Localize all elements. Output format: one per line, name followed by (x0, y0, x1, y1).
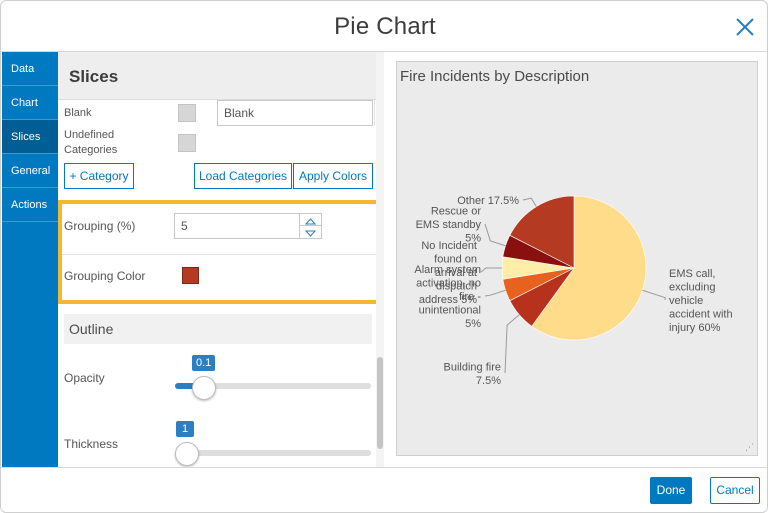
outline-section: Outline (64, 314, 372, 344)
undefined-categories-label: Undefined Categories (64, 129, 118, 156)
slice-label: EMS call, excluding vehicle accident with in… (669, 268, 733, 334)
grouping-label: Grouping (%) (64, 219, 136, 233)
slice-leader-line (504, 314, 520, 374)
stepper-down-icon[interactable] (300, 226, 321, 238)
slice-label: Rescue or EMS standby 5% (416, 206, 482, 245)
opacity-label: Opacity (64, 371, 105, 385)
grouping-color-swatch[interactable] (182, 267, 199, 284)
cancel-button[interactable]: Cancel (710, 477, 760, 504)
chart-preview-card: Fire Incidents by Description EMS call, e… (396, 61, 758, 456)
apply-colors-button[interactable]: Apply Colors (293, 163, 373, 189)
nav-item-actions[interactable]: Actions (2, 188, 58, 222)
pie-slice[interactable] (509, 195, 575, 269)
chart-title: Fire Incidents by Description (400, 68, 590, 85)
slice-leader-line (522, 197, 537, 207)
list-border (374, 100, 375, 126)
slice-label: Other 17.5% (457, 195, 519, 207)
side-nav: Data Chart Slices General Actions (2, 52, 58, 467)
grouping-divider (62, 254, 376, 255)
slice-label: Building fire 7.5% (444, 361, 502, 387)
settings-scrollbar-track[interactable] (376, 52, 384, 467)
opacity-slider-track[interactable] (175, 383, 371, 389)
nav-item-general[interactable]: General (2, 154, 58, 188)
thickness-label: Thickness (64, 437, 119, 451)
slice-leader-line (484, 289, 506, 297)
slice-leader-line (480, 267, 502, 273)
grouping-color-label: Grouping Color (64, 269, 146, 283)
slices-settings-panel: Slices Blank Blank Undefined Categories … (58, 52, 384, 467)
add-category-button[interactable]: + Category (64, 163, 134, 189)
grouping-input[interactable]: 5 (174, 213, 300, 239)
blank-label: Blank (64, 107, 92, 119)
slice-label: No Incident found on arrival at dispatch add… (419, 240, 477, 306)
undefined-color-swatch[interactable] (178, 134, 196, 152)
stepper-up-icon[interactable] (300, 214, 321, 226)
blank-label-input[interactable]: Blank (217, 100, 373, 126)
opacity-value-badge: 0.1 (192, 355, 216, 371)
thickness-slider-track[interactable] (175, 450, 371, 456)
resize-grip-icon[interactable]: ⋰ (745, 442, 754, 452)
settings-heading: Slices (69, 67, 119, 86)
opacity-slider-handle[interactable] (192, 376, 217, 400)
slice-leader-line (642, 289, 666, 301)
pie-chart: EMS call, excluding vehicle accident with in… (414, 195, 733, 387)
slice-label: Alarm system activation, no fire -unintent… (414, 264, 481, 330)
thickness-value-badge: 1 (176, 421, 194, 437)
footer-divider (1, 467, 767, 468)
load-categories-button[interactable]: Load Categories (194, 163, 292, 189)
settings-header: Slices (58, 52, 384, 100)
close-icon[interactable] (731, 13, 759, 41)
nav-item-chart[interactable]: Chart (2, 86, 58, 120)
grouping-stepper[interactable] (300, 213, 322, 239)
nav-item-slices[interactable]: Slices (2, 120, 58, 154)
opacity-slider-fill (175, 383, 205, 389)
blank-color-swatch[interactable] (178, 104, 196, 122)
thickness-slider-handle[interactable] (175, 442, 199, 466)
nav-item-data[interactable]: Data (2, 52, 58, 86)
dialog-title: Pie Chart (334, 13, 436, 40)
settings-scrollbar-thumb[interactable] (377, 357, 383, 449)
header-divider (1, 51, 767, 52)
slice-leader-line (484, 223, 506, 247)
done-button[interactable]: Done (650, 477, 692, 504)
pie-slice[interactable] (531, 195, 647, 341)
outline-heading: Outline (69, 321, 114, 337)
